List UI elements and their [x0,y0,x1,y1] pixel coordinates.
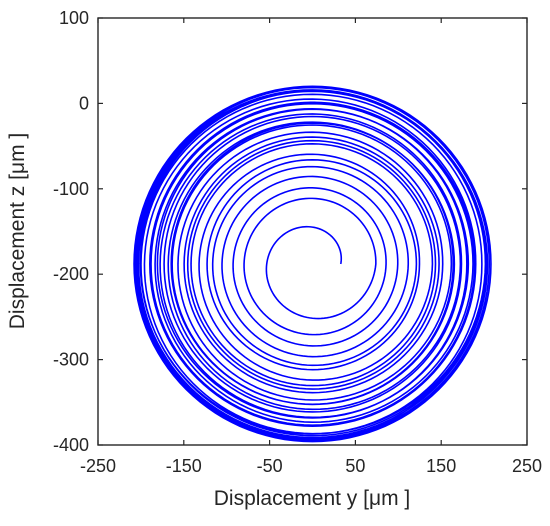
x-tick-label: 250 [512,456,542,476]
y-tick-label: -400 [53,435,89,455]
x-tick-label: 50 [345,456,365,476]
x-tick-label: 150 [426,456,456,476]
orbit-trajectory-line [133,85,492,443]
y-tick-label: -300 [53,350,89,370]
x-tick-label: -250 [80,456,116,476]
y-tick-label: 0 [79,93,89,113]
plot-background [98,18,527,445]
x-tick-label: -50 [257,456,283,476]
series-layer [133,85,492,443]
y-tick-label: 100 [59,8,89,28]
x-axis-label: Displacement y [μm ] [214,487,411,510]
tick-layer: -250 -150 -50 50 150 250 100 0 -100 -200 -300 -400 [53,8,542,476]
y-axis-label: Displacement z [μm ] [6,133,29,330]
plot-frame [97,17,528,446]
x-tick-label: -150 [166,456,202,476]
y-tick-label: -200 [53,264,89,284]
y-tick-label: -100 [53,179,89,199]
